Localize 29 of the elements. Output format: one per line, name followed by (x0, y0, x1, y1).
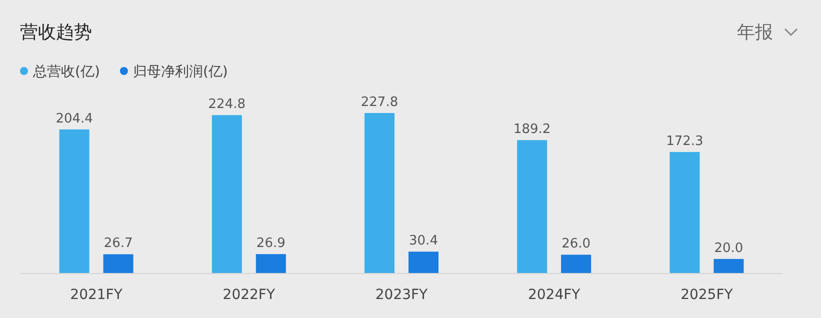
bar (59, 129, 90, 273)
data-label: 26.0 (562, 236, 591, 252)
bar (256, 254, 286, 273)
data-label: 227.8 (360, 95, 398, 110)
bar (364, 113, 394, 273)
bar (408, 252, 438, 273)
bar (714, 258, 744, 273)
data-label: 26.9 (256, 236, 286, 252)
x-tick-label: 2022FY (222, 287, 276, 303)
legend-label: 总营收(亿) (32, 64, 100, 80)
data-label: 20.0 (714, 240, 744, 256)
chart-title: 营收趋势 (20, 22, 92, 43)
bar (670, 152, 700, 273)
data-label: 26.7 (104, 236, 133, 252)
x-tick-label: 2025FY (680, 287, 734, 303)
x-tick-label: 2024FY (528, 287, 581, 303)
x-tick-label: 2023FY (375, 287, 428, 303)
bar (561, 254, 592, 273)
data-label: 189.2 (513, 122, 551, 138)
data-label: 204.4 (56, 111, 93, 126)
bar (212, 115, 242, 273)
x-tick-label: 2021FY (70, 287, 123, 303)
bar (103, 254, 134, 273)
legend-label: 归母净利润(亿) (132, 64, 228, 80)
text: 年报 (737, 22, 773, 43)
data-label: 224.8 (208, 97, 246, 112)
bar (517, 140, 548, 273)
data-label: 172.3 (666, 134, 704, 149)
data-label: 30.4 (409, 234, 438, 249)
